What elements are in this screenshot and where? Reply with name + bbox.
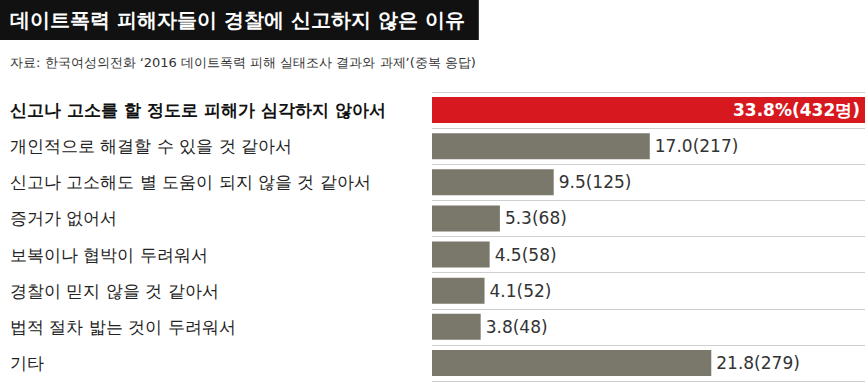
svg-text:개인적으로 해결할 수 있을 것 같아서: 개인적으로 해결할 수 있을 것 같아서 xyxy=(10,136,292,156)
svg-text:9.5(125): 9.5(125) xyxy=(559,172,632,192)
svg-text:신고나 고소해도 별 도움이 되지 않을 것 같아서: 신고나 고소해도 별 도움이 되지 않을 것 같아서 xyxy=(10,172,371,192)
svg-text:증거가 없어서: 증거가 없어서 xyxy=(10,208,117,228)
svg-text:데이트폭력 피해자들이 경찰에 신고하지 않은 이유: 데이트폭력 피해자들이 경찰에 신고하지 않은 이유 xyxy=(10,8,465,32)
svg-text:4.1(52): 4.1(52) xyxy=(490,281,552,301)
svg-text:17.0(217): 17.0(217) xyxy=(655,136,739,156)
svg-text:4.5(58): 4.5(58) xyxy=(495,245,557,265)
svg-text:보복이나 협박이 두려워서: 보복이나 협박이 두려워서 xyxy=(10,245,208,265)
svg-text:21.8(279): 21.8(279) xyxy=(716,353,800,373)
svg-text:3.8(48): 3.8(48) xyxy=(486,317,548,337)
svg-text:기타: 기타 xyxy=(10,353,44,373)
svg-text:자료: 한국여성의전화 ‘2016 데이트폭력 피해 실태조: 자료: 한국여성의전화 ‘2016 데이트폭력 피해 실태조사 결과와 과제’(… xyxy=(10,55,476,70)
svg-text:33.8%(432명): 33.8%(432명) xyxy=(733,100,860,120)
svg-text:경찰이 믿지 않을 것 같아서: 경찰이 믿지 않을 것 같아서 xyxy=(10,281,219,301)
svg-text:신고나 고소를 할 정도로 피해가 심각하지 않아서: 신고나 고소를 할 정도로 피해가 심각하지 않아서 xyxy=(10,100,386,120)
svg-text:법적 절차 밟는 것이 두려워서: 법적 절차 밟는 것이 두려워서 xyxy=(10,317,236,337)
svg-text:5.3(68): 5.3(68) xyxy=(505,208,567,228)
